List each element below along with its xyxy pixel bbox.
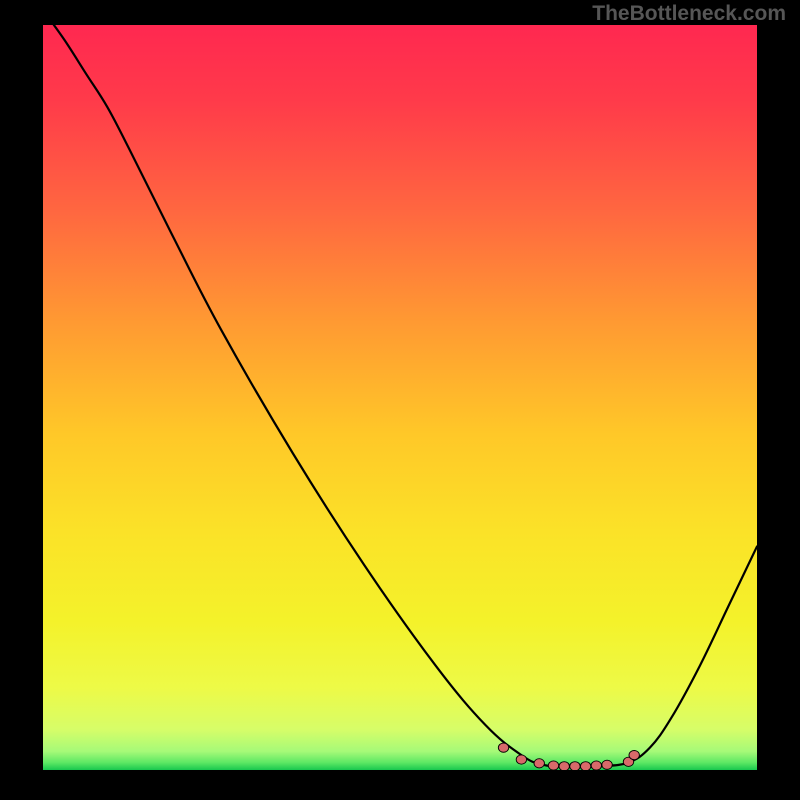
bottleneck-chart xyxy=(43,25,757,770)
marker-dot xyxy=(559,762,569,770)
marker-dot xyxy=(602,760,612,769)
gradient-background xyxy=(43,25,757,770)
marker-dot xyxy=(534,759,544,768)
marker-dot xyxy=(516,755,526,764)
marker-dot xyxy=(570,762,580,770)
marker-dot xyxy=(580,762,590,770)
marker-dot xyxy=(591,761,601,770)
watermark-text: TheBottleneck.com xyxy=(592,2,786,26)
marker-dot xyxy=(498,743,508,752)
marker-dot xyxy=(629,751,639,760)
marker-dot xyxy=(548,761,558,770)
